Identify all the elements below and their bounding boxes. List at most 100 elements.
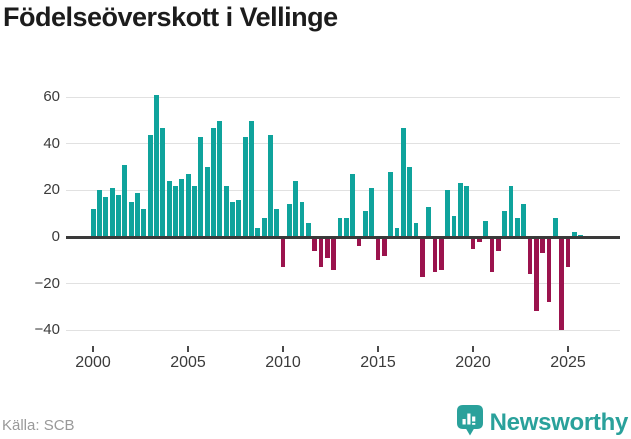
bar-positive	[192, 185, 197, 237]
bar-positive	[426, 206, 432, 237]
x-tick-label: 2010	[265, 354, 301, 371]
bar-positive	[97, 190, 102, 237]
bar-positive	[103, 197, 109, 237]
bar-positive	[369, 188, 375, 237]
bar-positive	[249, 120, 254, 237]
bar-positive	[578, 234, 583, 237]
bar-positive	[350, 174, 356, 237]
zero-axis-line	[66, 236, 620, 239]
x-tick-label: 2020	[455, 354, 491, 371]
bar-positive	[521, 204, 527, 237]
bar-negative	[318, 237, 324, 268]
bar-positive	[274, 209, 280, 237]
y-tick-label: 40	[43, 134, 60, 152]
y-tick-label: 0	[51, 228, 60, 245]
x-tick-mark	[92, 346, 94, 352]
y-tick-label: 20	[43, 181, 60, 199]
bar-positive	[451, 216, 457, 237]
bar-positive	[109, 188, 115, 237]
bar-positive	[457, 183, 463, 237]
bar-negative	[540, 237, 546, 254]
bar-positive	[179, 178, 185, 237]
bar-positive	[135, 192, 140, 237]
x-tick-label: 2005	[170, 354, 206, 371]
bar-negative	[432, 237, 438, 272]
bar-negative	[559, 237, 565, 331]
bar-negative	[533, 237, 539, 312]
x-tick-mark	[377, 346, 379, 352]
bar-positive	[223, 185, 229, 237]
bar-positive	[571, 232, 577, 237]
bar-positive	[508, 185, 514, 237]
bar-positive	[344, 218, 349, 237]
bar-chart-badge-icon	[456, 405, 483, 439]
bar-positive	[255, 227, 261, 237]
y-tick-label: 60	[43, 88, 60, 106]
bar-positive	[236, 199, 242, 237]
bar-negative	[280, 237, 286, 268]
gridline	[66, 143, 620, 145]
brand-wordmark: Newsworthy	[489, 409, 629, 436]
bar-positive	[400, 127, 406, 237]
bar-positive	[147, 134, 153, 237]
bar-negative	[419, 237, 425, 277]
bar-negative	[495, 237, 501, 251]
bar-positive	[306, 223, 311, 237]
source-note: Källa: SCB	[2, 417, 75, 434]
bar-positive	[552, 218, 558, 237]
gridline	[66, 96, 620, 98]
bar-negative	[438, 237, 444, 270]
bar-positive	[445, 190, 451, 237]
bar-negative	[546, 237, 552, 303]
bar-positive	[514, 218, 520, 237]
bar-negative	[325, 237, 330, 258]
bar-positive	[242, 136, 248, 237]
bar-negative	[375, 237, 381, 261]
bar-positive	[362, 211, 368, 237]
bar-positive	[261, 218, 267, 237]
x-tick-label: 2015	[360, 354, 396, 371]
bar-positive	[388, 171, 394, 237]
bar-positive	[230, 202, 235, 237]
gridline	[66, 189, 620, 191]
gridline	[66, 283, 620, 285]
x-tick-mark	[567, 346, 569, 352]
bar-negative	[331, 237, 337, 270]
bar-positive	[483, 220, 489, 237]
bar-negative	[476, 237, 482, 242]
gridline	[66, 329, 620, 331]
chart-title: Födelseöverskott i Vellinge	[3, 2, 338, 32]
x-tick-mark	[187, 346, 189, 352]
bar-negative	[527, 237, 533, 275]
bar-positive	[166, 181, 172, 237]
bar-positive	[211, 127, 216, 237]
x-tick-mark	[472, 346, 474, 352]
bar-positive	[268, 134, 273, 237]
bar-positive	[90, 209, 96, 237]
bar-positive	[287, 204, 292, 237]
bar-negative	[470, 237, 476, 249]
bar-negative	[489, 237, 495, 272]
bar-negative	[356, 237, 362, 247]
x-tick-label: 2000	[75, 354, 111, 371]
newsworthy-logo: Newsworthy	[456, 405, 629, 439]
bar-negative	[312, 237, 318, 251]
bar-positive	[141, 209, 147, 237]
bar-positive	[185, 174, 191, 237]
bar-positive	[293, 181, 299, 237]
bar-positive	[413, 223, 419, 237]
bar-positive	[394, 227, 400, 237]
bar-positive	[217, 120, 223, 237]
bar-positive	[204, 167, 210, 237]
bar-positive	[337, 218, 343, 237]
bar-positive	[154, 95, 159, 237]
y-tick-label: −20	[34, 274, 60, 292]
bar-positive	[116, 195, 121, 237]
y-tick-label: −40	[34, 321, 60, 339]
bar-positive	[407, 167, 413, 237]
bar-negative	[381, 237, 387, 256]
bar-positive	[299, 202, 305, 237]
bar-positive	[464, 185, 470, 237]
bar-negative	[565, 237, 571, 268]
